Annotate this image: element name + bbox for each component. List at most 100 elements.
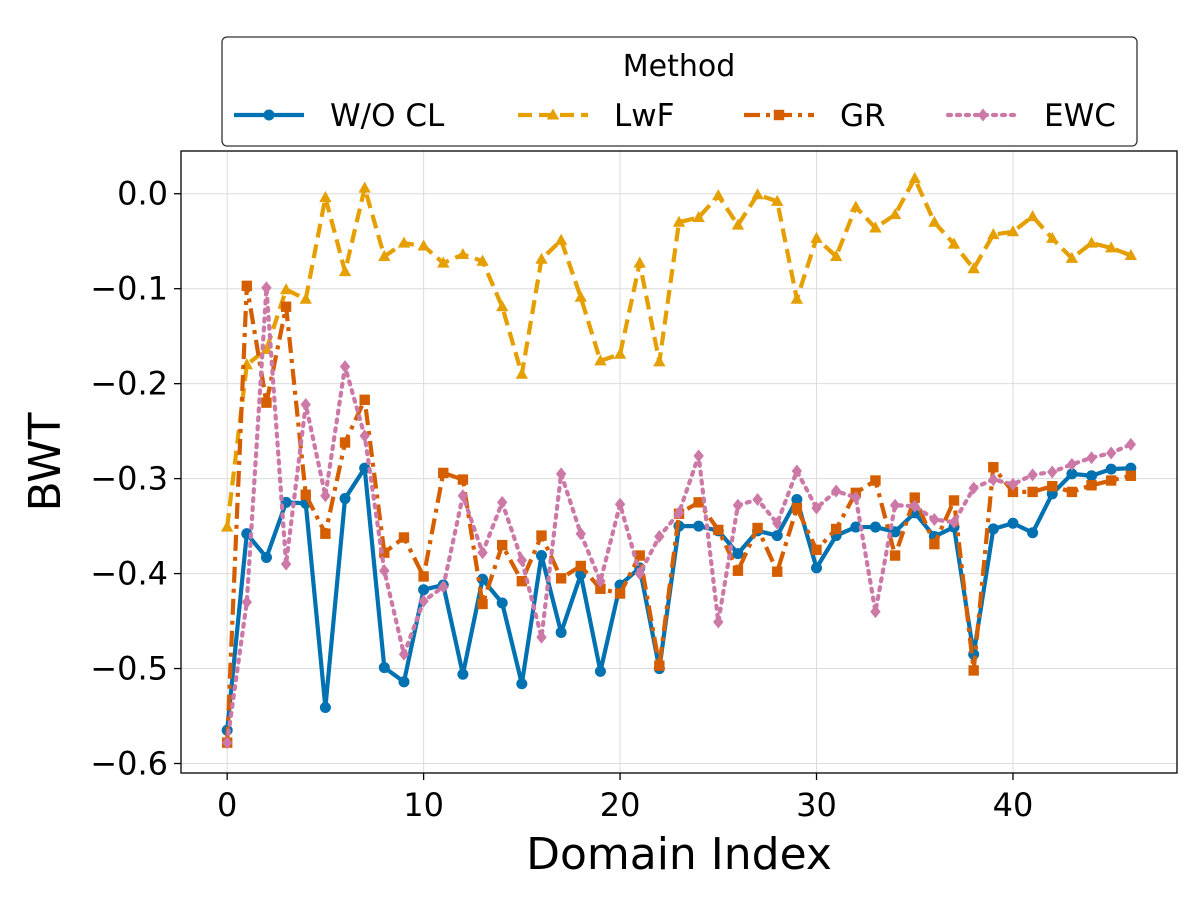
data-point-lwf — [908, 172, 921, 184]
legend-entry-lwf: LwF — [518, 98, 674, 134]
data-point-lwf — [751, 188, 764, 200]
data-point-w-o-cl — [418, 584, 430, 596]
data-point-gr — [516, 575, 528, 587]
data-point-gr — [772, 566, 783, 577]
data-point-lwf — [810, 231, 823, 243]
data-point-w-o-cl — [771, 530, 783, 542]
data-point-lwf — [279, 283, 293, 295]
legend-entry-gr: GR — [744, 98, 886, 134]
data-point-gr — [1027, 486, 1038, 498]
data-point-ewc — [1105, 446, 1117, 460]
ticks-layer: 0 10 20 30 40 −0.6 −0.5 −0.4 −0.3 −0.2 −0.1 0.0 — [90, 175, 1033, 824]
data-point-ewc — [379, 564, 390, 578]
data-point-ewc — [968, 481, 979, 495]
data-point-w-o-cl — [477, 573, 489, 585]
data-point-lwf — [417, 239, 430, 251]
data-point-w-o-cl — [869, 521, 881, 533]
data-point-lwf — [987, 228, 1000, 240]
data-point-gr — [889, 550, 901, 561]
legend: Method W/O CL LwF GR EWC — [221, 36, 1138, 147]
data-point-gr — [261, 397, 272, 408]
grid-layer — [181, 151, 1177, 773]
legend-box — [221, 36, 1138, 147]
data-point-gr — [379, 547, 390, 558]
data-point-gr — [693, 497, 704, 508]
data-point-gr — [536, 530, 547, 541]
x-tick-label: 30 — [796, 786, 837, 824]
data-point-gr — [438, 467, 449, 479]
y-tick-label: −0.5 — [90, 650, 168, 688]
data-point-ewc — [870, 605, 881, 619]
data-point-ewc — [241, 595, 253, 609]
data-point-ewc — [988, 473, 999, 487]
data-point-lwf — [358, 181, 371, 193]
data-point-gr — [830, 523, 842, 535]
data-point-w-o-cl — [555, 626, 567, 638]
data-point-ewc — [221, 736, 233, 750]
data-point-w-o-cl — [850, 521, 862, 533]
data-point-ewc — [889, 498, 901, 512]
data-point-ewc — [830, 484, 842, 498]
data-point-gr — [1066, 486, 1078, 498]
y-axis-label: BWT — [20, 412, 71, 511]
data-point-w-o-cl — [987, 523, 999, 535]
data-point-lwf — [319, 191, 332, 203]
data-point-lwf — [1085, 236, 1098, 248]
data-point-w-o-cl — [516, 678, 528, 690]
data-point-lwf — [476, 254, 489, 266]
legend-marker-lwf — [546, 108, 560, 120]
series-layer — [220, 172, 1138, 750]
data-point-gr — [496, 539, 508, 551]
data-point-gr — [634, 550, 645, 561]
data-point-lwf — [515, 367, 529, 379]
x-tick-label: 20 — [600, 786, 641, 824]
data-point-w-o-cl — [260, 551, 272, 563]
data-point-lwf — [790, 292, 804, 304]
data-point-ewc — [948, 515, 960, 529]
data-point-gr — [575, 560, 586, 572]
data-point-ewc — [261, 281, 272, 295]
data-point-ewc — [791, 464, 803, 478]
data-point-lwf — [849, 200, 862, 212]
data-point-ewc — [359, 429, 370, 443]
x-tick-label: 0 — [217, 786, 237, 824]
data-point-lwf — [338, 265, 352, 277]
data-point-ewc — [595, 574, 606, 588]
legend-marker-gr — [773, 109, 785, 121]
data-point-gr — [320, 528, 331, 539]
data-point-gr — [1086, 480, 1097, 491]
y-tick-label: −0.3 — [90, 460, 168, 498]
data-point-gr — [732, 565, 744, 576]
data-point-gr — [241, 280, 253, 292]
data-point-lwf — [299, 292, 312, 304]
data-point-ewc — [811, 501, 822, 515]
data-point-lwf — [574, 290, 587, 302]
data-point-lwf — [1046, 231, 1059, 243]
legend-label-ewc: EWC — [1044, 98, 1116, 134]
data-point-lwf — [220, 520, 234, 532]
data-point-ewc — [1047, 465, 1058, 479]
data-point-gr — [968, 665, 979, 676]
data-point-ewc — [516, 553, 528, 567]
data-point-w-o-cl — [496, 597, 508, 609]
data-point-gr — [929, 538, 940, 550]
data-point-w-o-cl — [693, 520, 705, 532]
data-point-gr — [752, 522, 763, 534]
data-point-ewc — [1125, 437, 1137, 451]
data-point-lwf — [613, 347, 627, 359]
data-point-gr — [811, 544, 822, 556]
data-point-ewc — [280, 557, 292, 571]
data-point-ewc — [536, 630, 547, 644]
data-point-lwf — [947, 237, 961, 249]
data-point-w-o-cl — [732, 548, 744, 560]
data-point-lwf — [260, 342, 273, 355]
data-point-ewc — [555, 467, 567, 481]
data-point-ewc — [477, 546, 488, 560]
data-point-ewc — [457, 489, 469, 503]
data-point-ewc — [575, 527, 586, 541]
legend-marker-ewc — [977, 108, 989, 122]
data-point-lwf — [888, 208, 902, 220]
data-point-ewc — [909, 499, 920, 513]
